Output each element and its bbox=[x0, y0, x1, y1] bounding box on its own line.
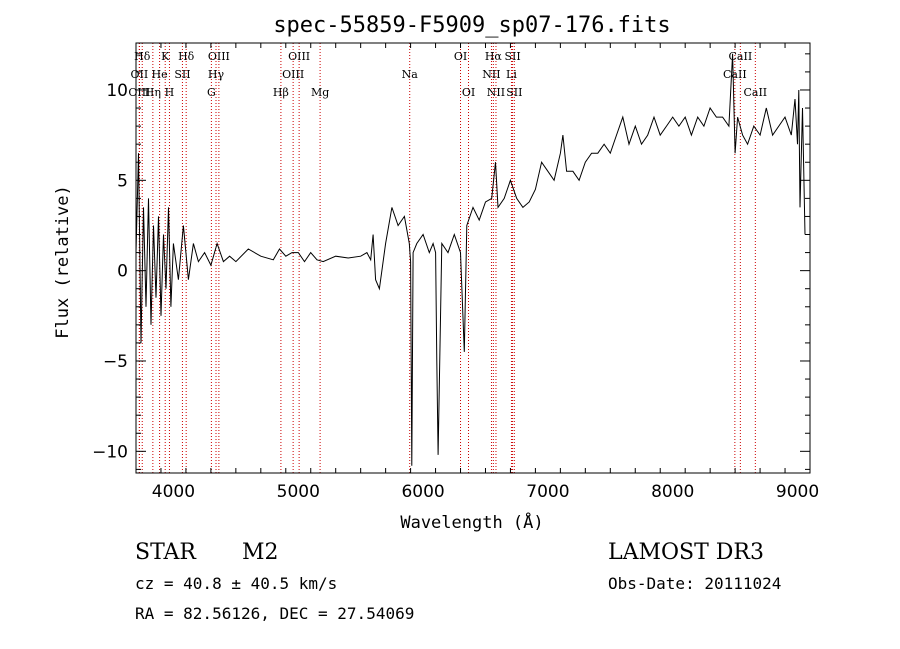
marker-label: Hδ bbox=[134, 50, 151, 63]
marker-label: Mg bbox=[311, 86, 329, 99]
x-tick-label: 8000 bbox=[651, 482, 694, 502]
marker-label: OI bbox=[454, 50, 467, 63]
marker-label: Na bbox=[402, 68, 419, 81]
plot-frame bbox=[135, 42, 811, 474]
marker-label: OIII bbox=[282, 68, 304, 81]
survey-name: LAMOST DR3 bbox=[608, 540, 764, 565]
x-axis-label: Wavelength (Å) bbox=[400, 511, 543, 533]
marker-label: He bbox=[152, 68, 168, 81]
redshift-cz: cz = 40.8 ± 40.5 km/s bbox=[135, 574, 338, 593]
y-axis: −10 −5 0 5 10 bbox=[92, 53, 810, 470]
marker-label: SII bbox=[174, 68, 190, 81]
obs-date: Obs-Date: 20111024 bbox=[608, 574, 782, 593]
marker-label: OIII bbox=[288, 50, 310, 63]
x-tick-label: 5000 bbox=[277, 482, 320, 502]
y-axis-label: Flux (relative) bbox=[53, 185, 73, 339]
x-tick-label: 7000 bbox=[526, 482, 569, 502]
y-tick-label: −5 bbox=[103, 352, 128, 372]
y-tick-label: 10 bbox=[106, 81, 128, 101]
object-subclass: M2 bbox=[242, 540, 279, 565]
x-axis: 4000 5000 6000 7000 8000 9000 bbox=[135, 43, 819, 502]
y-tick-label: 5 bbox=[117, 171, 128, 191]
marker-label: Hδ bbox=[178, 50, 195, 63]
ra-dec: RA = 82.56126, DEC = 27.54069 bbox=[135, 604, 415, 623]
marker-label: K bbox=[161, 50, 170, 63]
marker-label: Hβ bbox=[273, 86, 289, 99]
marker-label: Hγ bbox=[208, 68, 225, 81]
x-tick-label: 4000 bbox=[152, 482, 195, 502]
marker-label: OII bbox=[131, 68, 149, 81]
marker-label: Hη bbox=[145, 86, 161, 99]
y-tick-label: −10 bbox=[92, 442, 128, 462]
marker-label: OI bbox=[462, 86, 475, 99]
marker-label: NII bbox=[487, 86, 505, 99]
marker-label: H bbox=[165, 86, 175, 99]
marker-label: G bbox=[207, 86, 216, 99]
marker-label: NII bbox=[482, 68, 500, 81]
marker-label: SII bbox=[504, 50, 520, 63]
marker-label: Li bbox=[506, 68, 517, 81]
x-tick-label: 6000 bbox=[401, 482, 444, 502]
y-tick-label: 0 bbox=[117, 262, 128, 282]
marker-label: OIII bbox=[208, 50, 230, 63]
marker-label: CaII bbox=[723, 68, 747, 81]
chart-title: spec-55859-F5909_sp07-176.fits bbox=[273, 13, 670, 38]
x-tick-label: 9000 bbox=[776, 482, 819, 502]
spectrum-chart: spec-55859-F5909_sp07-176.fits Hδ K Hδ OIII… bbox=[53, 13, 819, 533]
spectrum-line bbox=[135, 53, 806, 466]
marker-label: CaII bbox=[729, 50, 753, 63]
marker-label: CaII bbox=[743, 86, 767, 99]
marker-label: OIII bbox=[128, 86, 150, 99]
marker-label: Hα bbox=[485, 50, 503, 63]
marker-label: SII bbox=[506, 86, 522, 99]
object-class: STAR bbox=[135, 540, 196, 565]
